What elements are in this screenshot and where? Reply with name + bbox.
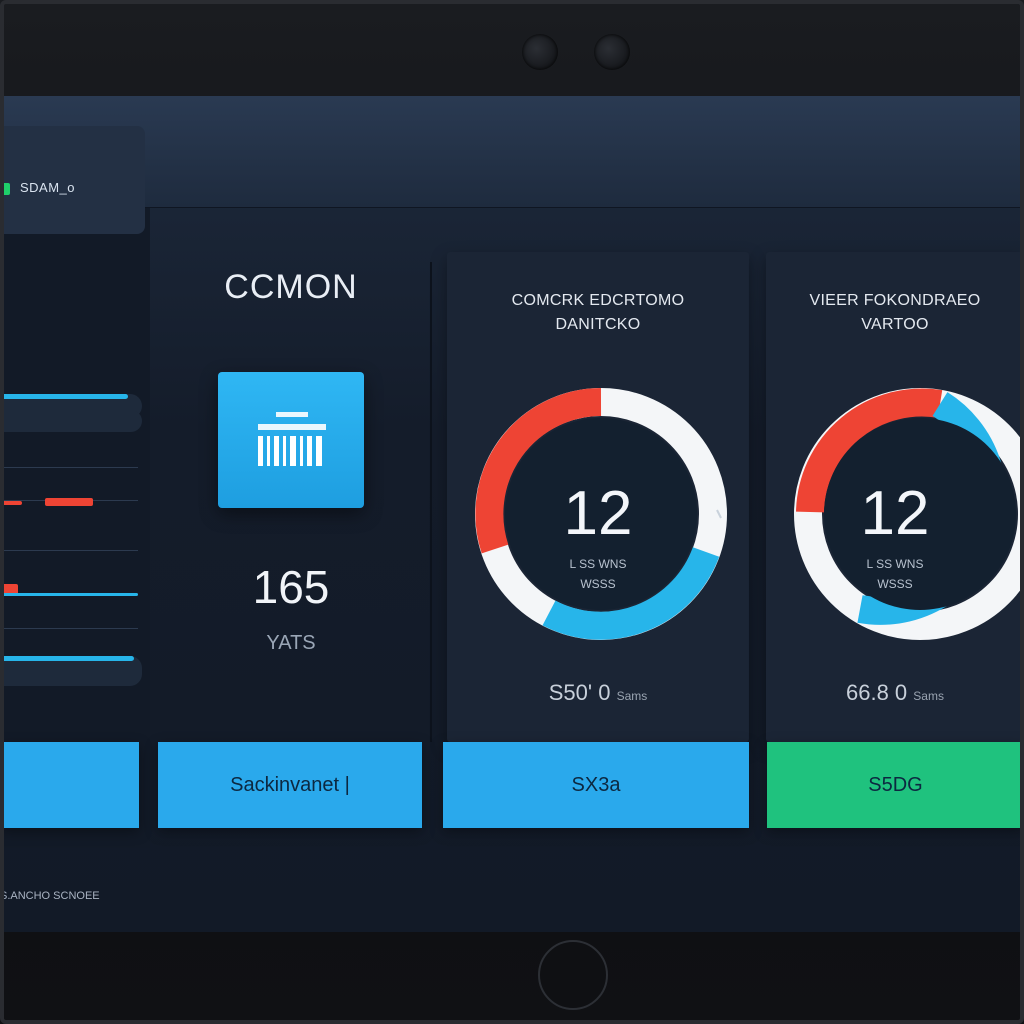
metric-card-1[interactable]: COMCRK EDCRTOMO DANITCKO 12 L SS WNS WSS… (447, 252, 749, 742)
footer-label: S.ANCHO SCNOEE (0, 890, 100, 902)
metric-card-2[interactable]: VIEER FOKONDRAEO VARTOO 12 L SS WNS WSSS… (766, 252, 1024, 742)
range-marker[interactable] (45, 498, 93, 506)
card2-action-button[interactable]: S5DG (767, 742, 1024, 828)
level-line (0, 593, 138, 596)
card-footer-value: S50' 0 Sams (447, 680, 749, 706)
slider-fill-bottom (0, 656, 134, 661)
card-title: COMCRK EDCRTOMO (511, 292, 685, 309)
sensor-icon (594, 34, 630, 70)
card-subtitle: VARTOO (861, 316, 929, 333)
range-marker-left (0, 501, 22, 505)
primary-action-button[interactable]: Sackinvanet | (158, 742, 422, 828)
left-action-button[interactable] (0, 742, 139, 828)
card-title: VIEER FOKONDRAEO (809, 292, 981, 309)
home-button[interactable] (538, 940, 608, 1010)
gauge-caption: L SS WNS (866, 557, 924, 571)
footer-unit: Sams (616, 689, 648, 703)
status-card[interactable] (0, 126, 145, 234)
divider-line (0, 467, 138, 468)
calendar-tile[interactable] (218, 372, 364, 508)
status-label: SDAM_o (20, 180, 76, 195)
footer-number: S50' 0 (548, 680, 611, 705)
page-title: CCMON (224, 268, 358, 306)
gauge-ring (475, 388, 727, 640)
gauge-value: 12 (563, 479, 633, 548)
footer-unit: Sams (913, 689, 944, 703)
gauge-caption-2: WSSS (877, 577, 913, 591)
card-subtitle: DANITCKO (555, 316, 641, 333)
total-value: 165 (252, 561, 330, 613)
column-divider (430, 262, 432, 742)
card1-action-button[interactable]: SX3a (443, 742, 749, 828)
camera-lens-icon (522, 34, 558, 70)
gauge-value: 12 (860, 479, 930, 548)
divider-line (0, 628, 138, 629)
gauge-caption-2: WSSS (580, 577, 616, 591)
slider-track-secondary[interactable] (0, 410, 142, 432)
footer-number: 66.8 0 (846, 680, 908, 705)
card-footer-value: 66.8 0 Sams (766, 680, 1024, 706)
gauge-caption: L SS WNS (569, 557, 627, 571)
barcode-calendar-icon (258, 412, 326, 466)
status-dot-icon (0, 183, 10, 195)
total-unit: YATS (266, 632, 316, 654)
divider-line (0, 550, 138, 551)
gauge-ring (794, 388, 1024, 640)
header-bar (0, 96, 1024, 208)
slider-track-bottom[interactable] (0, 656, 142, 686)
slider-fill (0, 394, 128, 399)
left-sidebar (0, 208, 150, 848)
